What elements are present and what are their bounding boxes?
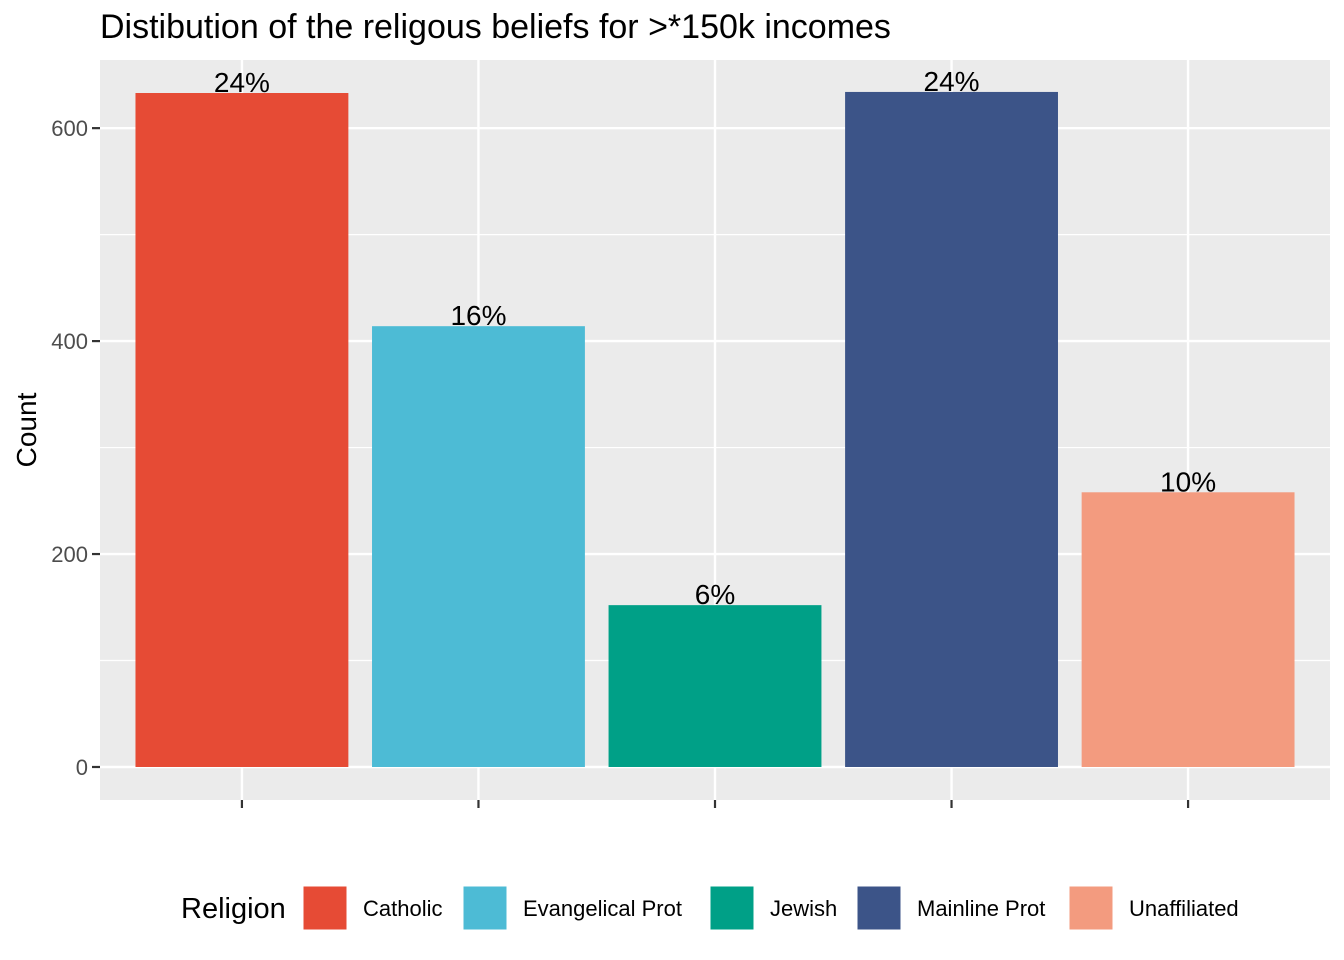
y-tick-label: 600 [51, 116, 88, 141]
x-axis [240, 800, 1190, 808]
bar-jewish [608, 605, 822, 767]
legend-key-jewish [709, 885, 755, 931]
legend-label: Jewish [770, 896, 837, 921]
data-labels: 24% 16% 6% 24% 10% [214, 66, 1216, 610]
bar-mainline-prot [845, 91, 1058, 767]
y-tick-label: 200 [51, 542, 88, 567]
legend-label: Unaffiliated [1129, 896, 1239, 921]
bar-evangelical-prot [372, 326, 585, 767]
legend-key-unaffiliated [1068, 885, 1114, 931]
data-label: 16% [450, 300, 506, 331]
legend-title: Religion [181, 893, 286, 925]
y-axis: 0 200 400 600 [51, 116, 100, 780]
legend-key-catholic [302, 885, 348, 931]
bars [135, 91, 1295, 767]
data-label: 24% [924, 66, 980, 97]
y-tick-label: 0 [76, 755, 88, 780]
data-label: 24% [214, 67, 270, 98]
chart-title: Distibution of the religous beliefs for … [100, 8, 891, 46]
legend-key-mainline-prot [856, 885, 902, 931]
legend-label: Evangelical Prot [523, 896, 682, 921]
data-label: 6% [695, 579, 735, 610]
legend-label: Catholic [363, 896, 442, 921]
legend: Religion Catholic Evangelical Prot Jewish M… [181, 885, 1239, 931]
legend-label: Mainline Prot [917, 896, 1045, 921]
y-tick-label: 400 [51, 329, 88, 354]
bar-catholic [135, 93, 349, 767]
bar-unaffiliated [1081, 492, 1295, 767]
data-label: 10% [1160, 466, 1216, 497]
legend-key-evangelical-prot [462, 885, 508, 931]
y-axis-title: Count [11, 392, 42, 467]
